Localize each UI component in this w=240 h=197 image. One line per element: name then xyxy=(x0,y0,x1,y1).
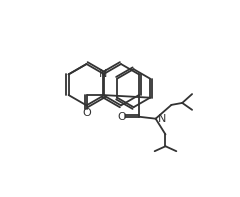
Text: N: N xyxy=(158,114,166,124)
Text: N: N xyxy=(99,69,107,79)
Text: O: O xyxy=(82,108,91,118)
Text: O: O xyxy=(117,112,126,122)
